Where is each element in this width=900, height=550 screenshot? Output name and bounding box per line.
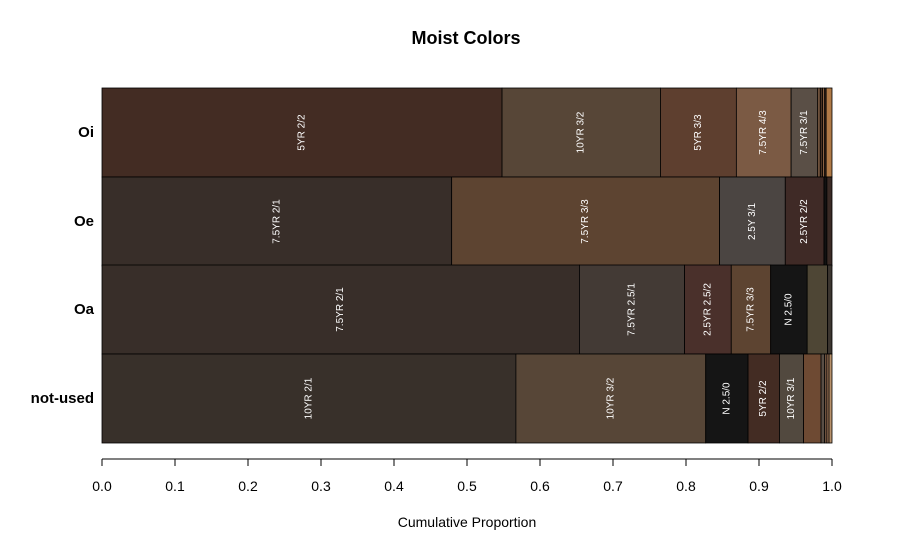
bar-segment (826, 176, 833, 267)
segment-label: 10YR 3/2 (605, 377, 616, 419)
segment-label: 7.5YR 3/3 (580, 199, 591, 244)
x-tick-label: 0.5 (457, 478, 477, 494)
bar-segment (825, 87, 833, 178)
x-tick-label: 0.6 (530, 478, 550, 494)
bar-segment (705, 353, 749, 444)
bar-segment (806, 264, 829, 355)
segment-label: 10YR 2/1 (303, 377, 314, 419)
bar-segment (579, 264, 685, 355)
x-tick-label: 0.8 (676, 478, 696, 494)
bar-segment (660, 87, 737, 178)
segment-label: 10YR 3/2 (576, 111, 587, 153)
bar-segment (501, 87, 661, 178)
segment-label: 10YR 3/1 (786, 377, 797, 419)
x-axis-label: Cumulative Proportion (398, 514, 537, 530)
bar-segment (827, 264, 833, 355)
x-tick-label: 0.1 (165, 478, 185, 494)
bar-segment (451, 176, 720, 267)
bar-segment (803, 353, 822, 444)
x-tick-label: 0.4 (384, 478, 404, 494)
bar-segment (101, 176, 453, 267)
bars-group: 5YR 2/2 10YR 3/2 5YR 3/3 7.5YR 4/3 7.5YR 3/1… (101, 87, 833, 444)
bar-segment (101, 264, 580, 355)
segment-label: 5YR 2/2 (297, 114, 308, 151)
x-tick-label: 0.3 (311, 478, 331, 494)
bar-row-oi: 5YR 2/2 10YR 3/2 5YR 3/3 7.5YR 4/3 7.5YR 3/1 (101, 87, 833, 178)
category-label-oa: Oa (74, 301, 95, 318)
bar-segment (101, 353, 517, 444)
bar-segment (828, 353, 833, 444)
segment-label: 7.5YR 2/1 (271, 199, 282, 244)
segment-label: 7.5YR 2/1 (335, 287, 346, 332)
bar-segment (823, 176, 828, 267)
bar-segment (101, 87, 503, 178)
category-label-oe: Oe (74, 213, 94, 230)
segment-label: 2.5YR 2.5/2 (702, 283, 713, 336)
segment-label: 7.5YR 4/3 (758, 110, 769, 155)
bar-segment (747, 353, 780, 444)
x-tick-label: 0.9 (749, 478, 769, 494)
bar-row-not-used: 10YR 2/1 10YR 3/2 N 2.5/0 5YR 2/2 10YR 3/1 (101, 353, 833, 444)
bar-segment (515, 353, 707, 444)
segment-label: 7.5YR 3/3 (745, 287, 756, 332)
chart-title: Moist Colors (411, 28, 520, 48)
segment-label: N 2.5/0 (721, 382, 732, 415)
bar-segment (784, 176, 825, 267)
bar-segment (817, 87, 821, 178)
bar-segment (779, 353, 804, 444)
segment-label: 5YR 2/2 (758, 380, 769, 417)
bar-row-oa: 7.5YR 2/1 7.5YR 2.5/1 2.5YR 2.5/2 7.5YR 3/3… (101, 264, 833, 355)
x-tick-label: 0.0 (92, 478, 112, 494)
segment-label: 7.5YR 2.5/1 (626, 283, 637, 336)
x-tick-label: 0.2 (238, 478, 258, 494)
bar-segment (820, 353, 826, 444)
x-axis: 0.0 0.1 0.2 0.3 0.4 0.5 0.6 0.7 0.8 0.9 1.0 (92, 458, 842, 494)
segment-label: 5YR 3/3 (693, 114, 704, 151)
segment-label: 2.5YR 2/2 (799, 199, 810, 244)
category-labels: Oi Oe Oa not-used (31, 124, 95, 407)
segment-label: 7.5YR 3/1 (799, 110, 810, 155)
x-tick-label: 1.0 (822, 478, 842, 494)
category-label-not-used: not-used (31, 390, 94, 407)
segment-label: 2.5Y 3/1 (747, 203, 758, 241)
category-label-oi: Oi (78, 124, 94, 141)
bar-segment (730, 264, 772, 355)
x-tick-label: 0.7 (603, 478, 623, 494)
segment-label: N 2.5/0 (783, 293, 794, 326)
bar-segment (735, 87, 792, 178)
bar-row-oe: 7.5YR 2/1 7.5YR 3/3 2.5Y 3/1 2.5YR 2/2 (101, 176, 833, 267)
